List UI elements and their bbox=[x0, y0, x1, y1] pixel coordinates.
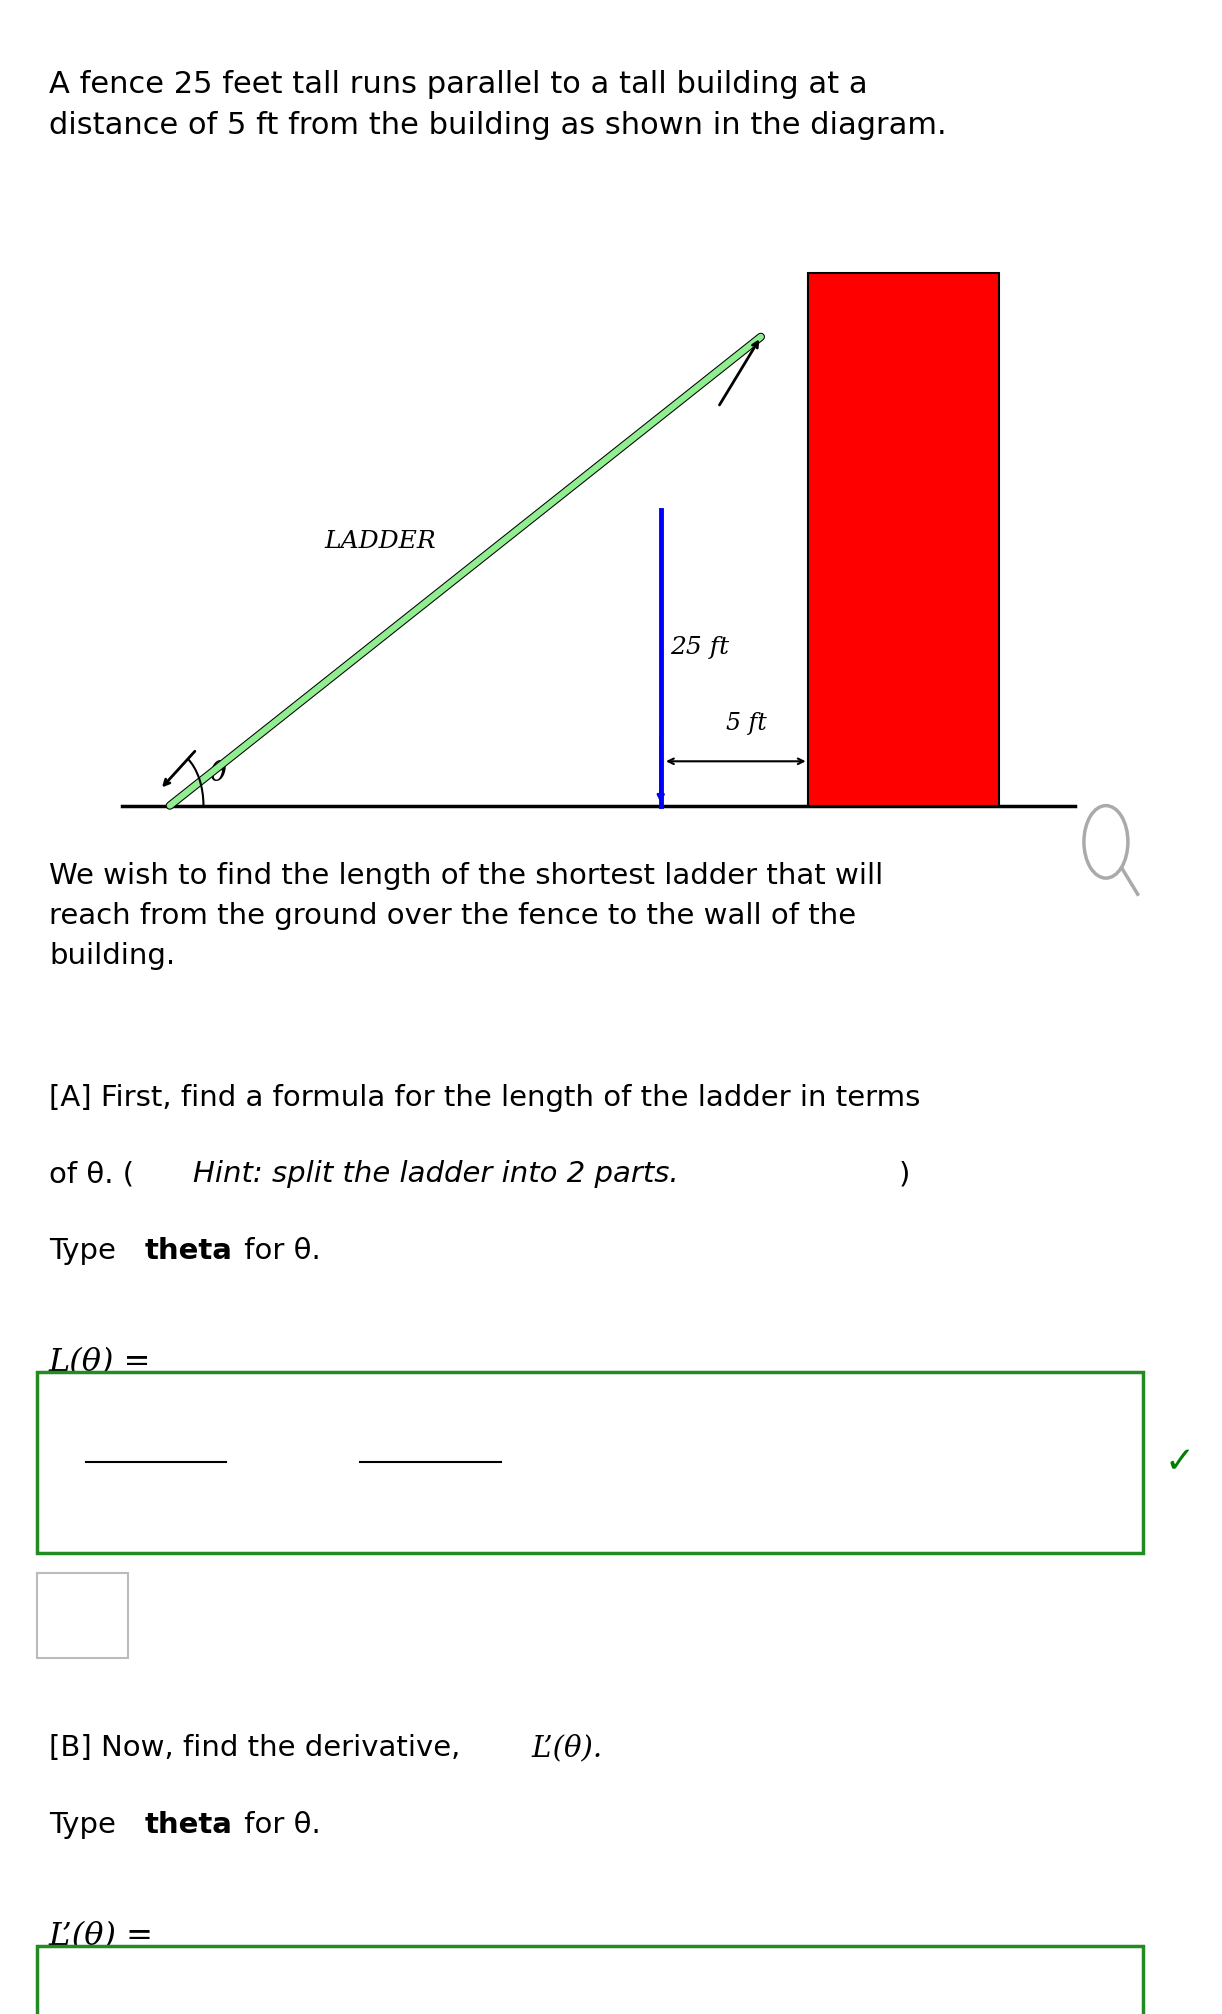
Text: L’(θ).: L’(θ). bbox=[532, 1734, 602, 1762]
Bar bbox=[809, 272, 1000, 806]
Text: A fence 25 feet tall runs parallel to a tall building at a
distance of 5 ft from: A fence 25 feet tall runs parallel to a … bbox=[49, 70, 947, 141]
Text: [A] First, find a formula for the length of the ladder in terms: [A] First, find a formula for the length… bbox=[49, 1084, 920, 1112]
Text: for θ.: for θ. bbox=[235, 1237, 320, 1265]
Text: LADDER: LADDER bbox=[324, 530, 436, 552]
Text: +: + bbox=[298, 1438, 325, 1470]
Text: θ: θ bbox=[209, 759, 226, 787]
Text: Hint: split the ladder into 2 parts.: Hint: split the ladder into 2 parts. bbox=[193, 1160, 678, 1188]
Text: theta: theta bbox=[144, 1811, 232, 1839]
Text: Type: Type bbox=[49, 1811, 125, 1839]
Bar bbox=[37, 1946, 1143, 2014]
Text: 5: 5 bbox=[387, 1394, 407, 1422]
Text: 🔑: 🔑 bbox=[77, 1607, 88, 1623]
Text: for θ.: for θ. bbox=[235, 1811, 320, 1839]
Text: [B] Now, find the derivative,: [B] Now, find the derivative, bbox=[49, 1734, 469, 1762]
Text: sin(θ): sin(θ) bbox=[114, 1472, 197, 1500]
Text: 5 ft: 5 ft bbox=[726, 713, 767, 735]
Text: of θ. (: of θ. ( bbox=[49, 1160, 134, 1188]
Text: ✓: ✓ bbox=[1165, 1446, 1194, 1478]
Text: 25 ft: 25 ft bbox=[671, 636, 730, 659]
Text: $-25\cos^3\theta + 58^3\theta$: $-25\cos^3\theta + 58^3\theta$ bbox=[86, 2004, 364, 2014]
Text: We wish to find the length of the shortest ladder that will
reach from the groun: We wish to find the length of the shorte… bbox=[49, 862, 884, 971]
Text: ): ) bbox=[898, 1160, 909, 1188]
Bar bbox=[37, 1573, 128, 1658]
Text: theta: theta bbox=[144, 1237, 232, 1265]
Text: Type: Type bbox=[49, 1237, 125, 1265]
Bar bbox=[37, 1372, 1143, 1553]
Text: L(θ) =: L(θ) = bbox=[49, 1347, 152, 1378]
Text: cos(θ): cos(θ) bbox=[385, 1472, 475, 1500]
Text: 25: 25 bbox=[104, 1394, 141, 1422]
Text: L’(θ) =: L’(θ) = bbox=[49, 1921, 154, 1952]
